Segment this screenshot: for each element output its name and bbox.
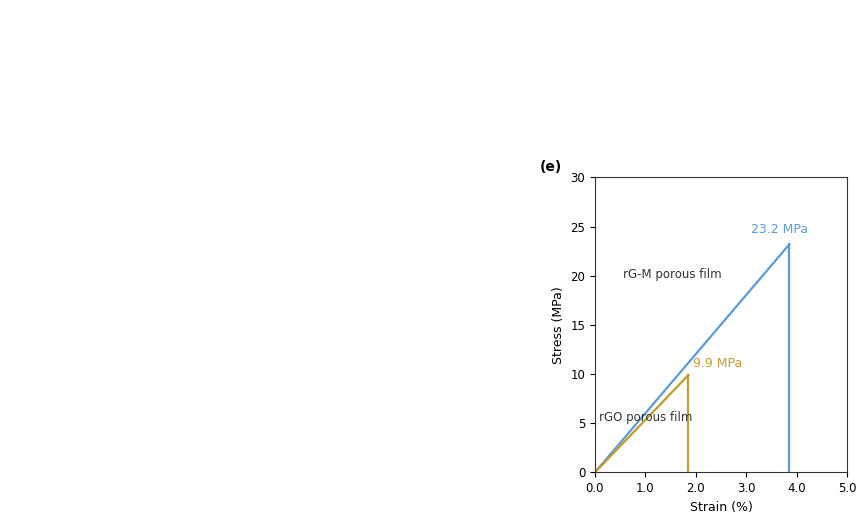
Text: rGO porous film: rGO porous film xyxy=(599,411,693,424)
Y-axis label: Stress (MPa): Stress (MPa) xyxy=(552,286,565,364)
X-axis label: Strain (%): Strain (%) xyxy=(690,501,752,514)
Text: 23.2 MPa: 23.2 MPa xyxy=(752,222,809,235)
Text: 9.9 MPa: 9.9 MPa xyxy=(693,357,743,370)
Text: (e): (e) xyxy=(539,160,562,174)
Text: rG-M porous film: rG-M porous film xyxy=(622,268,722,281)
